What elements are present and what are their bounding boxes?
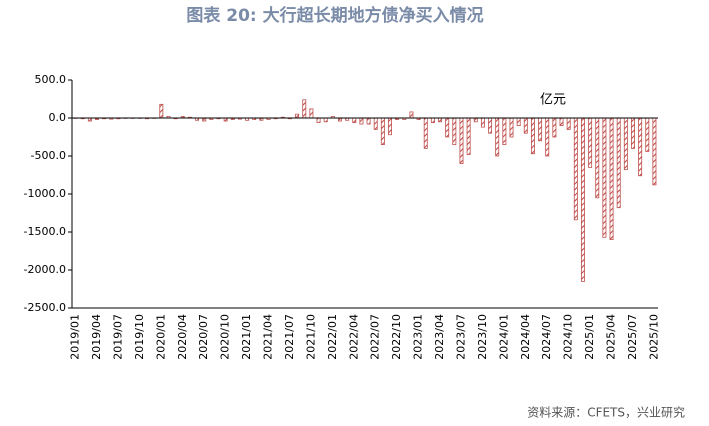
- bar: [516, 117, 521, 126]
- x-tick-label: 2023/07: [454, 314, 467, 360]
- x-tick-label: 2023/01: [412, 314, 425, 360]
- bar: [573, 117, 578, 221]
- bar: [452, 117, 457, 146]
- x-tick-label: 2020/04: [176, 314, 189, 360]
- bar: [359, 117, 364, 125]
- y-tick-label: 500.0: [35, 73, 67, 86]
- bar: [545, 117, 550, 157]
- x-tick-label: 2025/10: [647, 314, 660, 360]
- x-tick-label: 2021/07: [283, 314, 296, 360]
- y-tick-label: -1000.0: [24, 187, 66, 200]
- bar: [480, 117, 485, 128]
- bar: [380, 117, 385, 146]
- bar: [466, 117, 471, 155]
- bar: [295, 113, 300, 119]
- bar: [423, 117, 428, 149]
- bar: [366, 117, 371, 125]
- x-tick-label: 2021/10: [304, 314, 317, 360]
- bar: [430, 117, 435, 123]
- y-tick-label: -1500.0: [24, 225, 66, 238]
- x-tick-label: 2025/07: [626, 314, 639, 360]
- x-tick-label: 2022/07: [369, 314, 382, 360]
- x-tick-label: 2024/04: [519, 314, 532, 360]
- bar: [438, 117, 443, 123]
- x-tick-label: 2022/04: [347, 314, 360, 360]
- y-tick-label: -2500.0: [24, 301, 66, 314]
- bar: [530, 117, 535, 155]
- x-tick-label: 2024/01: [497, 314, 510, 360]
- bar: [580, 117, 585, 282]
- x-tick-label: 2025/04: [605, 314, 618, 360]
- y-tick-label: 0.0: [49, 111, 67, 124]
- x-tick-label: 2019/01: [69, 314, 82, 360]
- bar: [638, 117, 643, 177]
- bar: [623, 117, 628, 171]
- bar: [631, 117, 635, 149]
- bar: [495, 117, 500, 157]
- x-tick-label: 2020/07: [197, 314, 210, 360]
- x-tick-label: 2024/10: [562, 314, 575, 360]
- bar: [352, 117, 357, 123]
- bar: [459, 117, 464, 164]
- unit-annotation: 亿元: [540, 93, 566, 108]
- bar: [645, 117, 650, 152]
- x-tick-label: 2025/01: [583, 314, 596, 360]
- bar: [559, 117, 564, 126]
- x-tick-label: 2020/01: [154, 314, 167, 360]
- bar: [159, 103, 164, 119]
- x-tick-label: 2022/01: [326, 314, 339, 360]
- x-tick-label: 2021/04: [262, 314, 275, 360]
- x-tick-label: 2022/10: [390, 314, 403, 360]
- bar: [409, 111, 414, 119]
- bar: [316, 117, 321, 123]
- x-tick-label: 2019/04: [90, 314, 103, 360]
- bar: [473, 117, 478, 123]
- x-tick-label: 2021/01: [240, 314, 253, 360]
- chart-title: 图表 20: 大行超长期地方债净买入情况: [186, 5, 483, 26]
- bar: [538, 117, 543, 142]
- bar: [652, 117, 657, 186]
- bar: [588, 117, 593, 168]
- bar: [323, 117, 328, 123]
- bar: [523, 117, 528, 134]
- bar: [373, 117, 378, 130]
- bar: [445, 117, 450, 138]
- x-tick-label: 2023/10: [476, 314, 489, 360]
- x-tick-label: 2019/10: [133, 314, 146, 360]
- bar: [595, 117, 600, 199]
- bar: [616, 117, 621, 209]
- bar: [602, 117, 607, 238]
- bar: [388, 117, 392, 136]
- bar: [302, 99, 307, 119]
- bar: [609, 117, 614, 240]
- bar: [566, 117, 571, 130]
- y-tick-label: -500.0: [31, 149, 66, 162]
- bar: [502, 117, 507, 146]
- x-tick-label: 2024/07: [540, 314, 553, 360]
- bar: [309, 108, 314, 119]
- bar: [488, 117, 493, 134]
- bar: [552, 117, 557, 138]
- bar: [509, 117, 514, 138]
- source: 资料来源：CFETS，兴业研究: [527, 405, 685, 420]
- y-tick-label: -2000.0: [24, 263, 66, 276]
- x-tick-label: 2023/04: [433, 314, 446, 360]
- x-tick-label: 2020/10: [219, 314, 232, 360]
- x-tick-label: 2019/07: [111, 314, 124, 360]
